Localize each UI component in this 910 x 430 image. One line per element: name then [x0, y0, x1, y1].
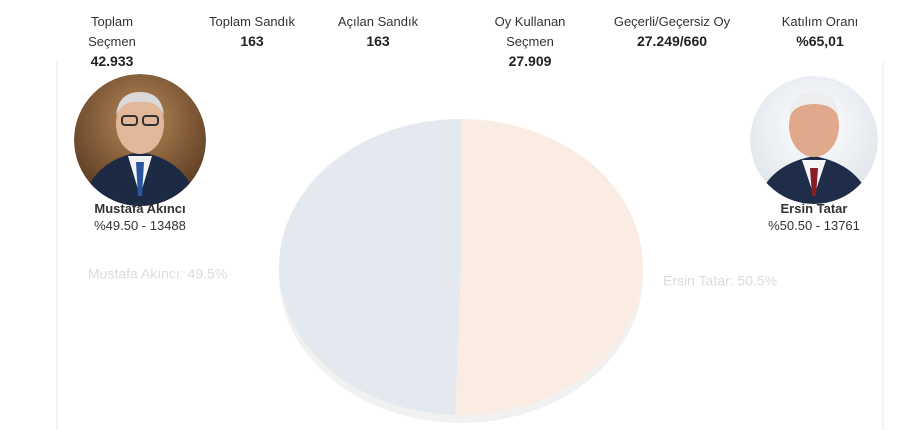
stat: Toplam Seçmen 42.933: [81, 12, 143, 70]
stat-value: %65,01: [796, 33, 844, 49]
stat: Geçerli/Geçersiz Oy 27.249/660: [613, 12, 731, 50]
candidate-photo: [750, 76, 878, 204]
pie-label: Ersin Tatar: 50.5%: [663, 273, 777, 289]
stat-value: 27.249/660: [636, 33, 708, 49]
candidate: Mustafa Akıncı %49.50 - 13488: [60, 200, 220, 234]
stat-label: Katılım Oranı: [781, 14, 859, 29]
stat: Açılan Sandık 163: [318, 12, 438, 50]
stat: Katılım Oranı %65,01: [760, 12, 880, 50]
stat-label: Oy Kullanan Seçmen: [494, 14, 566, 49]
pie-slice: [455, 119, 643, 415]
candidate: Ersin Tatar %50.50 - 13761: [734, 200, 894, 234]
candidate-name: Mustafa Akıncı: [94, 201, 186, 216]
stat-value: 163: [366, 33, 390, 49]
stat-label: Toplam Sandık: [209, 14, 295, 29]
stat: Oy Kullanan Seçmen 27.909: [484, 12, 576, 70]
stat-value: 163: [240, 33, 264, 49]
candidate-result: %49.50 - 13488: [94, 218, 186, 233]
candidate-name: Ersin Tatar: [780, 201, 848, 216]
stat-label: Geçerli/Geçersiz Oy: [613, 14, 731, 29]
pie-label: Mustafa Akıncı: 49.5%: [88, 266, 227, 282]
pie-slice: [278, 119, 461, 415]
stat-value: 27.909: [508, 53, 552, 69]
stat: Toplam Sandık 163: [192, 12, 312, 50]
candidate-photo: [74, 74, 206, 206]
stat-value: 42.933: [90, 53, 134, 69]
stat-label: Toplam Seçmen: [88, 14, 136, 49]
candidate-result: %50.50 - 13761: [768, 218, 860, 233]
stat-label: Açılan Sandık: [337, 14, 419, 29]
